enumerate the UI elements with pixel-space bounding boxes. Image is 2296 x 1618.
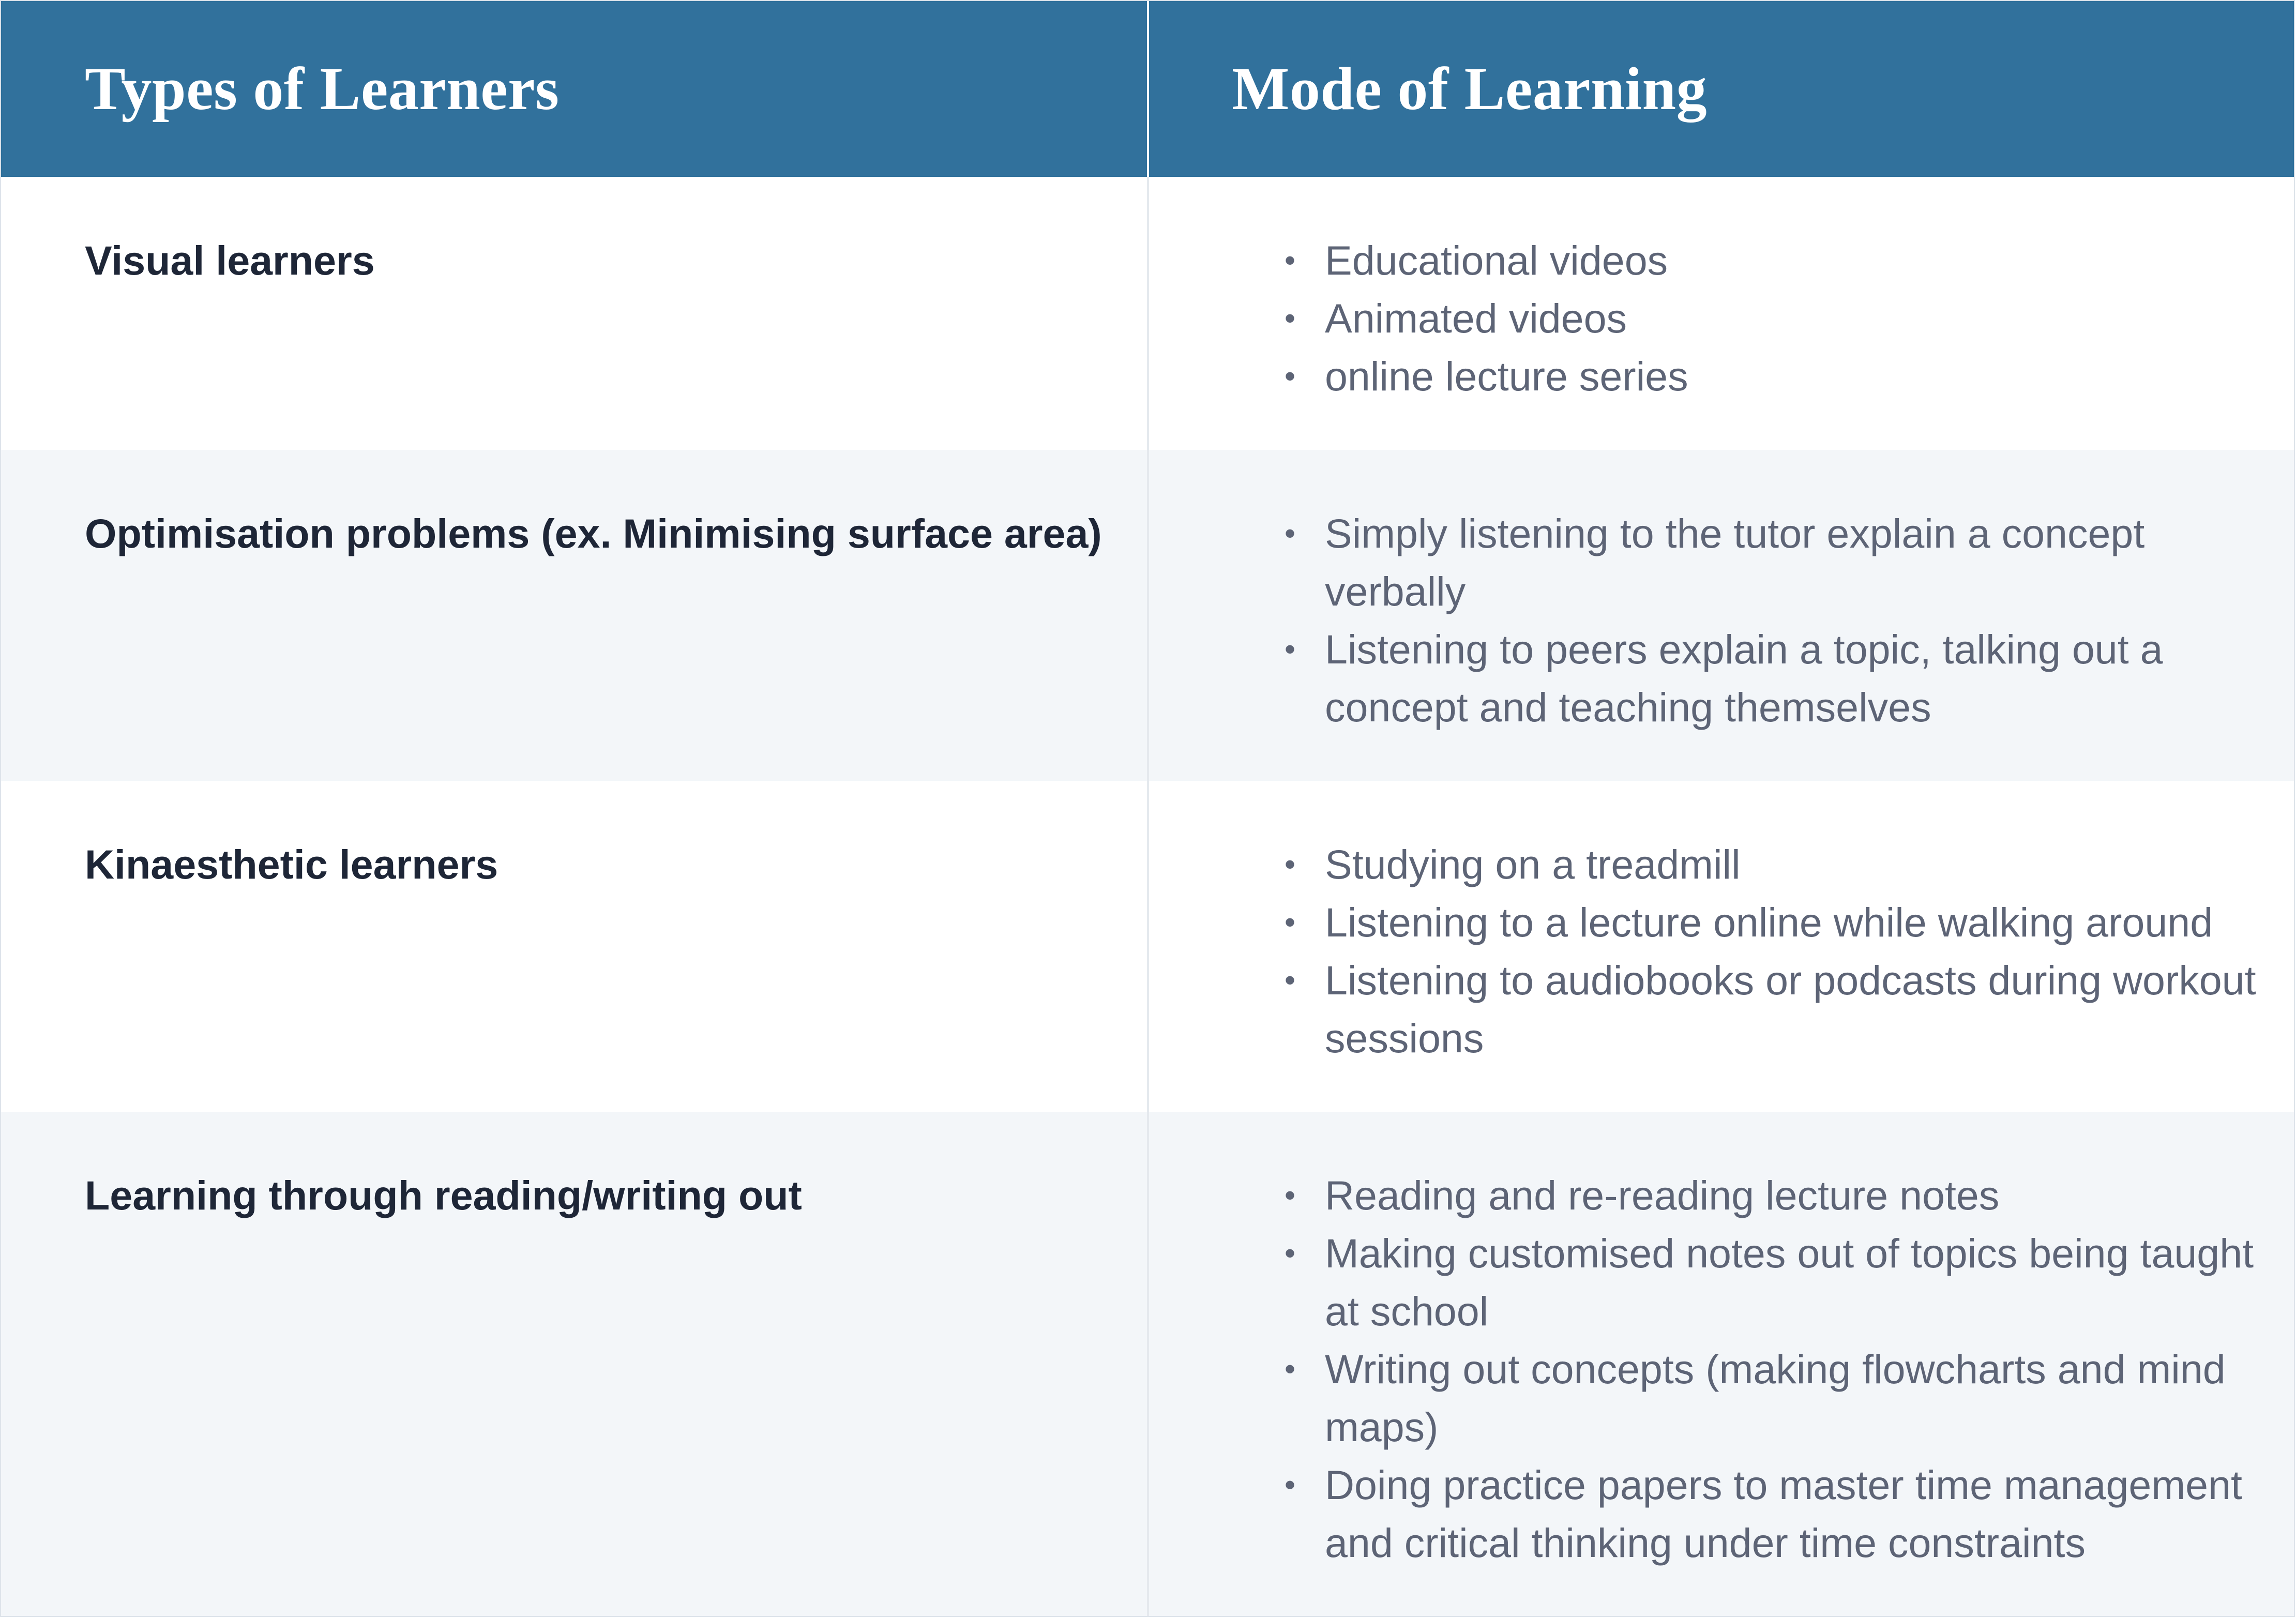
learner-type-cell: Optimisation problems (ex. Minimising su…	[85, 510, 1102, 556]
header-mode-of-learning: Mode of Learning	[1147, 1, 2294, 177]
learner-type-cell: Kinaesthetic learners	[85, 841, 499, 887]
learner-type-cell: Learning through reading/writing out	[85, 1172, 802, 1218]
bullet-icon: •	[1285, 905, 1296, 940]
mode-cell: • Reading and re-reading lecture notes • M…	[1147, 1112, 2294, 1616]
mode-list-item: • Writing out concepts (making flowcharts…	[1149, 1340, 2294, 1456]
mode-text: Listening to audiobooks or podcasts duri…	[1325, 957, 2256, 1061]
bullet-icon: •	[1285, 1178, 1296, 1213]
bullet-icon: •	[1285, 1236, 1296, 1271]
mode-list-item: • Listening to peers explain a topic, tal…	[1149, 621, 2294, 736]
mode-list-item: • Reading and re-reading lecture notes	[1149, 1167, 2294, 1224]
table-body: Visual learners • Educational videos • Ani…	[1, 177, 2294, 1616]
mode-list: • Studying on a treadmill • Listening to a…	[1149, 836, 2294, 1067]
mode-text: online lecture series	[1325, 353, 1688, 399]
table-row: Visual learners • Educational videos • Ani…	[1, 177, 2294, 450]
table-row: Optimisation problems (ex. Minimising su…	[1, 450, 2294, 781]
mode-list: • Educational videos • Animated videos • on…	[1149, 232, 2294, 405]
bullet-icon: •	[1285, 1468, 1296, 1502]
mode-cell: • Educational videos • Animated videos • on…	[1147, 177, 2294, 450]
learner-type-cell: Visual learners	[85, 237, 375, 283]
table-row: Learning through reading/writing out • Re…	[1, 1112, 2294, 1616]
bullet-icon: •	[1285, 301, 1296, 336]
mode-cell: • Simply listening to the tutor explain a…	[1147, 450, 2294, 781]
mode-list-item: • Animated videos	[1149, 290, 2294, 347]
mode-list-item: • online lecture series	[1149, 347, 2294, 405]
mode-text: Listening to a lecture online while walk…	[1325, 899, 2213, 945]
mode-text: Making customised notes out of topics be…	[1325, 1230, 2254, 1334]
mode-list-item: • Doing practice papers to master time ma…	[1149, 1456, 2294, 1572]
header-types-of-learners: Types of Learners	[85, 55, 560, 123]
bullet-icon: •	[1285, 963, 1296, 997]
bullet-icon: •	[1285, 632, 1296, 667]
mode-text: Educational videos	[1325, 237, 1668, 283]
mode-list: • Simply listening to the tutor explain a…	[1149, 505, 2294, 736]
bullet-icon: •	[1285, 359, 1296, 394]
mode-text: Doing practice papers to master time man…	[1325, 1462, 2242, 1566]
mode-list-item: • Listening to audiobooks or podcasts dur…	[1149, 951, 2294, 1067]
bullet-icon: •	[1285, 847, 1296, 882]
mode-list-item: • Studying on a treadmill	[1149, 836, 2294, 894]
mode-list: • Reading and re-reading lecture notes • M…	[1149, 1167, 2294, 1572]
bullet-icon: •	[1285, 1352, 1296, 1386]
bullet-icon: •	[1285, 243, 1296, 278]
mode-list-item: • Educational videos	[1149, 232, 2294, 290]
table-row: Kinaesthetic learners • Studying on a tre…	[1, 781, 2294, 1112]
mode-list-item: • Making customised notes out of topics b…	[1149, 1224, 2294, 1340]
mode-list-item: • Listening to a lecture online while wal…	[1149, 894, 2294, 951]
mode-text: Simply listening to the tutor explain a …	[1325, 510, 2145, 614]
header-row: Types of Learners Mode of Learning	[1, 1, 2294, 177]
bullet-icon: •	[1285, 516, 1296, 551]
mode-text: Writing out concepts (making flowcharts …	[1325, 1346, 2226, 1450]
mode-text: Listening to peers explain a topic, talk…	[1325, 626, 2163, 730]
mode-list-item: • Simply listening to the tutor explain a…	[1149, 505, 2294, 621]
mode-text: Studying on a treadmill	[1325, 841, 1741, 887]
mode-text: Reading and re-reading lecture notes	[1325, 1172, 2000, 1218]
mode-cell: • Studying on a treadmill • Listening to a…	[1147, 781, 2294, 1112]
table-header: Types of Learners Mode of Learning	[1, 1, 2294, 177]
mode-text: Animated videos	[1325, 295, 1627, 341]
